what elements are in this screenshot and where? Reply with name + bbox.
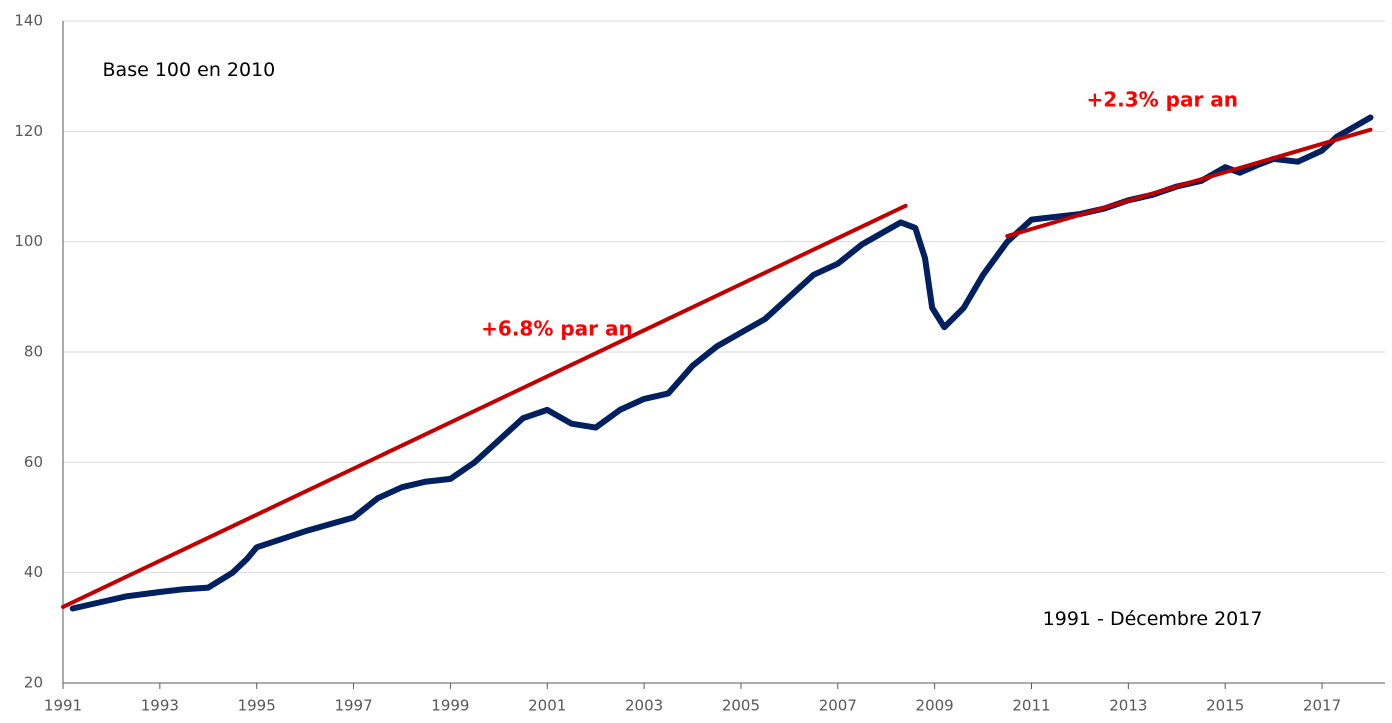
annotation: +6.8% par an <box>481 316 633 340</box>
x-tick-label: 2005 <box>722 697 760 715</box>
x-tick-label: 2003 <box>625 697 663 715</box>
annotation: 1991 - Décembre 2017 <box>1043 608 1263 630</box>
x-tick-label: 2013 <box>1109 697 1147 715</box>
trend-line <box>61 203 908 609</box>
y-tick-label: 60 <box>24 453 43 471</box>
y-tick-label: 80 <box>24 343 43 361</box>
y-tick-label: 120 <box>14 122 43 140</box>
x-tick-label: 2007 <box>819 697 857 715</box>
trend-line <box>1005 127 1373 239</box>
y-tick-label: 20 <box>24 674 43 692</box>
y-tick-label: 140 <box>14 12 43 30</box>
x-tick-label: 2015 <box>1206 697 1244 715</box>
x-tick-label: 2001 <box>528 697 566 715</box>
x-tick-label: 1995 <box>238 697 276 715</box>
x-tick-label: 1993 <box>141 697 179 715</box>
annotation: Base 100 en 2010 <box>103 59 276 81</box>
x-tick-label: 2009 <box>916 697 954 715</box>
annotation: +2.3% par an <box>1086 87 1238 111</box>
x-tick-label: 2011 <box>1012 697 1050 715</box>
x-tick-label: 1999 <box>431 697 469 715</box>
y-tick-label: 100 <box>14 232 43 250</box>
x-tick-label: 1997 <box>334 697 372 715</box>
x-tick-label: 1991 <box>44 697 82 715</box>
x-tick-label: 2017 <box>1303 697 1341 715</box>
index-line <box>69 114 1374 612</box>
y-tick-label: 40 <box>24 563 43 581</box>
